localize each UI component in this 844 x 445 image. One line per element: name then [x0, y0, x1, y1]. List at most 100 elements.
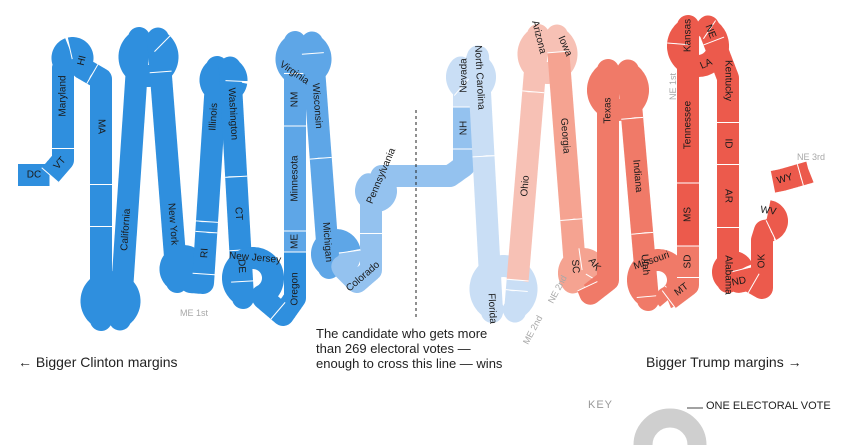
segment-divider — [621, 116, 644, 120]
state-segment — [712, 217, 754, 293]
me-2nd-label: ME 2nd — [521, 314, 544, 346]
segment-divider — [231, 280, 254, 283]
state-segment — [506, 81, 545, 291]
ne-1st-label: NE 1st — [668, 72, 678, 100]
segment-divider — [702, 20, 717, 40]
state-label: AR — [723, 189, 734, 203]
me-1st-label: ME 1st — [180, 308, 209, 318]
state-label: Florida — [485, 293, 498, 325]
segment-divider — [506, 278, 529, 282]
state-label: CT — [232, 207, 244, 221]
segment-divider — [270, 302, 286, 320]
segment-divider — [149, 70, 172, 74]
segment-divider — [560, 218, 583, 221]
state-label: NH — [459, 121, 470, 135]
state-label: Minnesota — [290, 155, 301, 202]
state-label: Nevada — [459, 58, 470, 93]
segment-divider — [765, 220, 777, 241]
state-segment — [196, 56, 248, 233]
segment-divider — [703, 36, 725, 46]
state-segment — [621, 107, 654, 244]
segment-divider — [225, 175, 248, 178]
segment-divider — [338, 249, 361, 254]
state-label: NM — [290, 92, 301, 108]
segment-divider — [667, 42, 690, 46]
key-label: KEY — [588, 399, 614, 411]
segment-divider — [41, 167, 59, 183]
state-label: California — [119, 208, 133, 251]
state-label: New Jersey — [228, 250, 281, 266]
state-segment — [218, 56, 248, 187]
segment-divider — [195, 230, 218, 234]
state-segment — [505, 270, 529, 302]
state-label: SD — [683, 255, 694, 269]
state-label: HI — [76, 54, 89, 66]
segment-divider — [731, 265, 754, 273]
segment-divider — [636, 295, 659, 298]
state-segment — [39, 138, 74, 186]
state-label: NE — [703, 23, 718, 40]
segment-divider — [453, 78, 470, 96]
state-segment — [757, 200, 788, 241]
state-segment — [517, 24, 564, 103]
state-label: Washington — [226, 87, 240, 140]
segment-divider — [195, 220, 218, 223]
state-segment — [146, 27, 173, 82]
state-segment — [577, 59, 649, 305]
state-segment — [743, 219, 781, 299]
state-segment — [149, 61, 215, 294]
state-segment — [222, 247, 289, 322]
state-segment — [331, 223, 382, 293]
state-label: Alabama — [723, 255, 734, 295]
segment-divider — [747, 273, 760, 294]
segment-divider — [86, 64, 99, 84]
segment-divider — [309, 156, 332, 160]
state-label: Kentucky — [723, 60, 734, 101]
segment-divider — [547, 50, 570, 54]
segment-divider — [301, 52, 324, 55]
state-label: Ohio — [519, 175, 532, 197]
state-label: Illinois — [207, 103, 220, 131]
state-segment — [225, 166, 252, 261]
state-label: Tennessee — [683, 100, 694, 149]
state-segment — [762, 164, 811, 193]
state-label: Texas — [603, 97, 614, 123]
state-label: DE — [235, 259, 247, 274]
state-segment — [702, 30, 739, 133]
state-label: Indiana — [630, 159, 644, 193]
state-segment — [301, 43, 332, 169]
state-label: MA — [96, 119, 107, 134]
state-label: MS — [683, 207, 694, 222]
state-label: DC — [27, 170, 41, 181]
segment-divider — [154, 35, 171, 53]
state-segment — [267, 242, 306, 326]
state-segment — [80, 27, 179, 331]
state-label: New York — [165, 203, 179, 247]
state-label: Oregon — [290, 272, 301, 305]
segment-divider — [631, 231, 654, 235]
segment-divider — [505, 289, 528, 292]
state-label: Michigan — [320, 222, 334, 263]
segment-divider — [192, 272, 215, 276]
segment-divider — [66, 37, 73, 60]
state-label: SC — [569, 259, 581, 274]
state-segment — [192, 222, 218, 285]
state-label: Georgia — [558, 118, 572, 155]
trump-margin-caption: Bigger Trump margins → — [646, 354, 802, 370]
clinton-margin-caption: ← Bigger Clinton margins — [18, 354, 178, 370]
threshold-note: The candidate who gets more than 269 ele… — [316, 326, 503, 371]
state-segment — [195, 211, 218, 243]
segment-divider — [661, 290, 676, 309]
state-label: ND — [731, 275, 747, 289]
state-segment — [450, 45, 496, 167]
state-segment — [59, 37, 103, 85]
state-label: WY — [776, 172, 795, 187]
state-label: Maryland — [58, 75, 69, 116]
state-label: Wisconsin — [310, 83, 324, 129]
state-label: ME — [290, 234, 301, 249]
segment-divider — [578, 248, 583, 271]
segment-divider — [522, 90, 545, 94]
ne-3rd-label: NE 3rd — [797, 152, 825, 162]
segment-divider — [225, 80, 248, 83]
